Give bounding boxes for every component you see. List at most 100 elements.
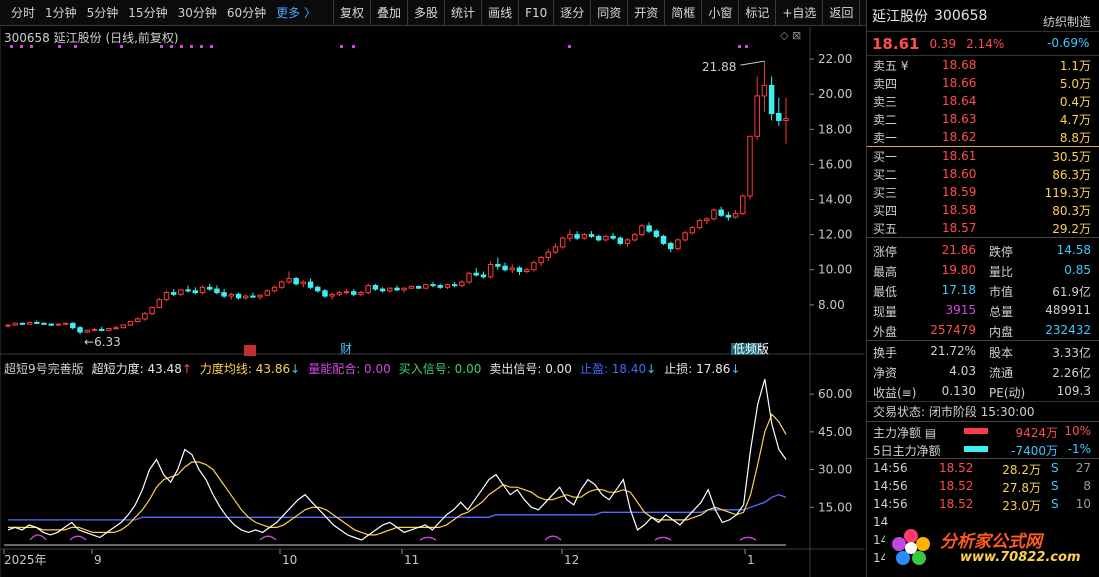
tick-count: 27 <box>1075 461 1091 475</box>
main-flow-row: 主力净额 ▤ 9424万 10% <box>867 422 1099 440</box>
candle-body <box>696 220 703 229</box>
chart-area[interactable]: 22.00 20.00 18.00 16.00 14.00 12.00 10.00 8.00 2… <box>0 27 865 577</box>
stat-label: 市值 <box>989 285 1014 299</box>
candle-body <box>768 84 775 114</box>
time-tick-label: 2025年 <box>4 553 47 567</box>
adjust-button[interactable]: 复权 <box>333 0 370 26</box>
candle-body <box>113 327 119 330</box>
same-capital-button[interactable]: 同资 <box>590 0 627 26</box>
candle-body <box>142 313 148 320</box>
candle-body <box>322 290 328 297</box>
stat-label: 流通 <box>989 366 1014 380</box>
kline-chart[interactable]: 22.00 20.00 18.00 16.00 14.00 12.00 10.00 8.00 2… <box>0 27 865 577</box>
f10-button[interactable]: F10 <box>518 0 553 26</box>
bid-volume: 86.3万 <box>1052 167 1091 182</box>
candle-body <box>595 235 602 241</box>
divider <box>867 421 1099 422</box>
candle-body <box>444 284 451 288</box>
arrow-down-icon: ↓ <box>646 362 657 376</box>
candle-body <box>5 324 11 327</box>
flow-bar <box>964 446 988 452</box>
period-tab-60min[interactable]: 60分钟 <box>226 6 267 20</box>
volume-signal-mark <box>419 536 437 541</box>
period-tab-30min[interactable]: 30分钟 <box>177 6 217 20</box>
candle-body <box>170 292 177 295</box>
bid-row: 买四 18.58 80.3万 <box>867 201 1099 219</box>
candle-body <box>12 322 18 326</box>
indicator-value: 买入信号: 0.00 <box>398 362 482 376</box>
tick-time: 14 <box>873 551 889 565</box>
candle-body <box>624 239 631 244</box>
overlay-button[interactable]: 叠加 <box>370 0 407 26</box>
volume-signal-mark <box>739 536 757 541</box>
candle-body <box>610 235 616 239</box>
per-minute-button[interactable]: 逐分 <box>553 0 590 26</box>
signal-dot <box>74 45 77 48</box>
statistics-button[interactable]: 统计 <box>444 0 481 26</box>
candle-body <box>365 285 371 294</box>
stat-value: 257479 <box>930 323 976 337</box>
chart-toggle-icon[interactable]: ◇ ⊠ <box>780 29 802 42</box>
bid-volume: 119.3万 <box>1044 185 1091 200</box>
candle-body <box>682 232 688 241</box>
candle-body <box>567 234 573 239</box>
stat-value: 21.72% <box>930 344 976 358</box>
tick-list[interactable]: 14:56 18.52 28.2万 S 27 14:56 18.52 27.8万 S 8 14:… <box>867 459 1099 567</box>
draw-line-button[interactable]: 画线 <box>481 0 518 26</box>
candle-body <box>415 285 422 289</box>
signal-dot <box>160 45 163 48</box>
period-tab-1min[interactable]: 1分钟 <box>45 6 77 20</box>
open-capital-button[interactable]: 开资 <box>627 0 664 26</box>
flow-label: 主力净额 ▤ <box>873 426 937 440</box>
more-periods-button[interactable]: 更多 〉 <box>276 6 316 20</box>
signal-dot <box>745 45 748 48</box>
bid-row: 买一 18.61 30.5万 <box>867 147 1099 165</box>
price-tick-label: 16.00 <box>818 157 852 171</box>
candle-body <box>761 84 768 97</box>
candle-body <box>516 267 523 273</box>
bid-row: 买五 18.57 29.2万 <box>867 219 1099 237</box>
add-watchlist-button[interactable]: +自选 <box>775 0 822 26</box>
candle-body <box>149 306 155 315</box>
divider <box>867 458 1099 459</box>
stat-value: 3915 <box>945 303 976 317</box>
candle-body <box>394 287 400 291</box>
stat-value: 0.85 <box>1064 263 1091 277</box>
indicator-name[interactable]: 超短9号完善版 <box>4 362 84 376</box>
candle-body <box>264 290 271 296</box>
indicator-item: 止盈: 18.40↓ <box>580 360 656 377</box>
period-tab-5min[interactable]: 5分钟 <box>86 6 119 20</box>
ask-volume: 0.4万 <box>1059 94 1091 109</box>
candle-body <box>711 209 717 220</box>
indicator-value: 止损: 17.86 <box>664 362 731 376</box>
finance-marker-label: 财 <box>340 342 352 356</box>
bid-price: 18.59 <box>942 185 977 199</box>
candle-body <box>603 235 609 241</box>
candle-body <box>675 239 681 250</box>
candle-body <box>502 265 508 271</box>
period-tab-15min[interactable]: 15分钟 <box>128 6 168 20</box>
tick-row: 14 <box>867 531 1099 549</box>
candle-body <box>538 256 544 264</box>
back-button[interactable]: 返回 <box>822 0 861 26</box>
price-tick-label: 10.00 <box>818 263 852 277</box>
candle-body <box>34 321 40 324</box>
mark-button[interactable]: 标记 <box>738 0 775 26</box>
price-row: 18.61 0.39 2.14% -0.69% <box>867 32 1099 56</box>
candle-body <box>401 287 407 291</box>
small-window-button[interactable]: 小窗 <box>701 0 738 26</box>
stat-label: 涨停 <box>873 245 898 259</box>
flow-label: 5日主力净额 <box>873 444 941 458</box>
tick-row: 14 <box>867 513 1099 531</box>
candle-body <box>91 328 98 331</box>
sector-name[interactable]: 纺织制造 <box>1043 15 1092 29</box>
tick-row: 14:56 18.52 28.2万 S 27 <box>867 459 1099 477</box>
stat-value: 0.130 <box>941 384 976 398</box>
candle-body <box>300 281 307 285</box>
period-tab-timeshare[interactable]: 分时 <box>11 6 36 20</box>
orderbook-divider <box>867 146 1099 147</box>
time-tick-label: 12 <box>564 553 579 567</box>
multi-stock-button[interactable]: 多股 <box>407 0 444 26</box>
bid-volume: 29.2万 <box>1052 221 1091 236</box>
simple-frame-button[interactable]: 简框 <box>664 0 701 26</box>
